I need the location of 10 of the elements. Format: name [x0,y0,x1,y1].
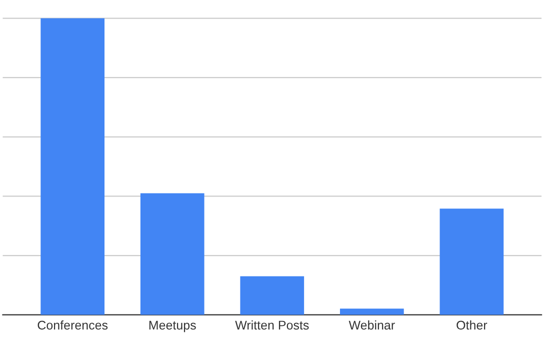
x-tick-label: Webinar [348,320,395,330]
bar [40,18,105,315]
x-tick-label: Written Posts [235,320,309,330]
x-tick-label: Other [456,320,488,330]
bar [440,208,504,315]
x-tick-label: Meetups [149,320,196,332]
bar [240,276,304,315]
bar [140,193,204,315]
x-tick-label: Conferences [38,320,108,330]
bar [340,308,404,315]
